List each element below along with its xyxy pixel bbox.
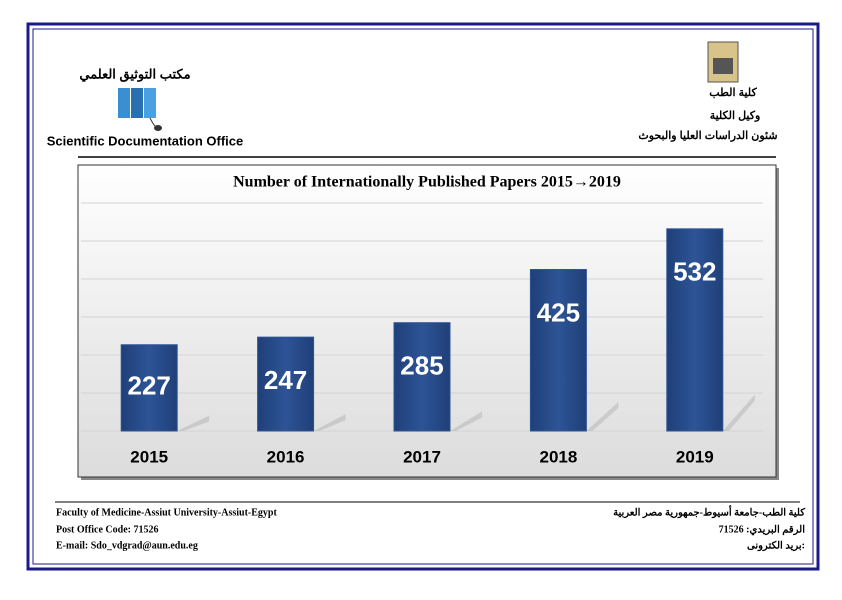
email-en: E-mail: Sdo_vdgrad@aun.edu.eg xyxy=(56,540,198,551)
logo xyxy=(707,41,739,83)
x-tick-label: 2019 xyxy=(676,447,714,466)
postcode-en: Post Office Code: 71526 xyxy=(56,524,158,535)
plot: 227 2015 247 2016 285 2017 425 2018 532 2019 xyxy=(81,202,763,466)
chart-title: Number of Internationally Published Pape… xyxy=(233,174,621,191)
bar-shadow xyxy=(450,411,482,431)
bar xyxy=(257,336,315,432)
address-ar: كلية الطب-جامعة أسيوط-جمهورية مصر العربي… xyxy=(613,505,805,518)
value-label: 227 xyxy=(128,371,171,401)
bar xyxy=(393,322,451,432)
x-tick-label: 2017 xyxy=(403,447,441,466)
bar-shadow xyxy=(313,414,346,431)
value-label: 425 xyxy=(537,297,580,327)
faculty-ar: كلية الطب xyxy=(709,87,757,99)
office-icon xyxy=(118,88,162,131)
bar xyxy=(120,344,178,432)
x-tick-label: 2015 xyxy=(130,447,168,466)
office-ar: مكتب التوثيق العلمي xyxy=(79,66,190,82)
bar-shadow xyxy=(586,401,619,431)
affairs-ar: شئون الدراسات العليا والبحوث xyxy=(638,130,777,142)
bar-shadow xyxy=(177,415,210,431)
value-label: 247 xyxy=(264,365,307,395)
value-label: 532 xyxy=(673,257,716,287)
bar-shadow xyxy=(722,394,755,431)
vice-dean-ar: وكيل الكلية xyxy=(710,110,761,122)
postcode-ar: الرقم البريدي: 71526 xyxy=(719,524,806,535)
bar xyxy=(529,269,587,432)
x-tick-label: 2018 xyxy=(539,447,577,466)
frame xyxy=(26,22,820,571)
office-en: Scientific Documentation Office xyxy=(47,133,243,148)
x-tick-label: 2016 xyxy=(267,447,305,466)
bar xyxy=(666,228,724,432)
value-label: 285 xyxy=(400,351,443,381)
address-en: Faculty of Medicine-Assiut University-As… xyxy=(56,507,277,518)
email-ar: بريد الكترونى: xyxy=(747,540,805,551)
